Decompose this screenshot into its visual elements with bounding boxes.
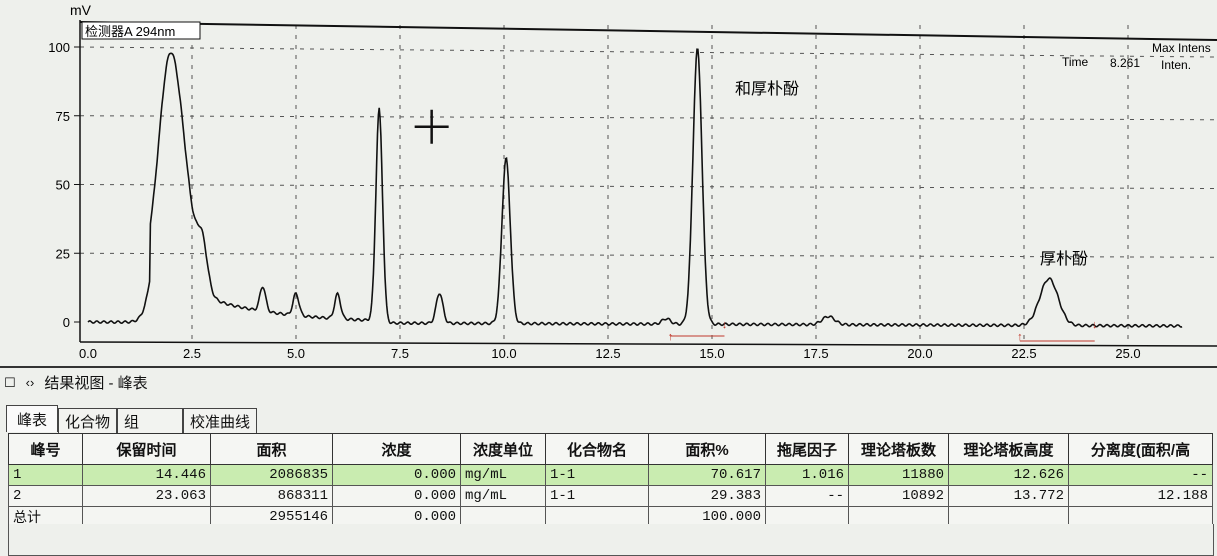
peak-label-honokiol: 厚朴酚 bbox=[1040, 250, 1088, 268]
table-cell: 23.063 bbox=[82, 485, 211, 507]
table-cell: 1-1 bbox=[545, 485, 649, 507]
table-cell: 0.000 bbox=[332, 485, 461, 507]
integration-mark: ↑ bbox=[1017, 331, 1023, 343]
table-cell: 100.000 bbox=[648, 506, 766, 528]
table-cell: 12.188 bbox=[1068, 485, 1213, 507]
table-cell: 0.000 bbox=[332, 506, 461, 528]
x-tick-label: 22.5 bbox=[1011, 346, 1036, 361]
column-header[interactable]: 分离度(面积/高 bbox=[1068, 433, 1213, 465]
tab-groups[interactable]: 组 bbox=[117, 408, 184, 433]
table-cell: 14.446 bbox=[82, 464, 211, 486]
window-icon[interactable]: ☐ bbox=[4, 374, 16, 390]
x-tick-label: 5.0 bbox=[287, 346, 305, 361]
y-tick-label: 75 bbox=[56, 109, 70, 124]
tab-calibration-curve[interactable]: 校准曲线 bbox=[183, 408, 258, 433]
table-row[interactable]: 1 14.446 2086835 0.000 mg/mL 1-1 70.617 1.016 11… bbox=[8, 464, 1213, 486]
x-tick-label: 12.5 bbox=[595, 346, 620, 361]
x-tick-label: 0.0 bbox=[79, 346, 97, 361]
table-row[interactable]: 2 23.063 868311 0.000 mg/mL 1-1 29.383 -- 10892 1… bbox=[8, 485, 1213, 507]
panel-divider bbox=[0, 366, 1217, 368]
x-axis bbox=[79, 341, 1217, 347]
plot-top-border bbox=[79, 21, 1217, 41]
x-tick-label: 10.0 bbox=[491, 346, 516, 361]
panel-title: 结果视图 - 峰表 bbox=[44, 375, 148, 392]
column-header[interactable]: 浓度 bbox=[332, 433, 461, 465]
y-tick-label: 100 bbox=[48, 40, 70, 55]
table-cell: mg/mL bbox=[460, 464, 546, 486]
x-tick-label: 17.5 bbox=[803, 346, 828, 361]
table-cell: 1 bbox=[8, 464, 83, 486]
table-cell: 11880 bbox=[848, 464, 949, 486]
x-tick-label: 15.0 bbox=[699, 346, 724, 361]
detector-label: 检测器A 294nm bbox=[85, 24, 175, 39]
gridline-h bbox=[79, 184, 1217, 189]
x-tick-label: 20.0 bbox=[907, 346, 932, 361]
y-tick-label: 0 bbox=[63, 315, 70, 330]
column-header[interactable]: 理论塔板高度 bbox=[948, 433, 1069, 465]
table-cell: 1.016 bbox=[765, 464, 849, 486]
table-empty-area bbox=[8, 524, 1214, 556]
table-cell: -- bbox=[1068, 464, 1213, 486]
column-header[interactable]: 面积 bbox=[210, 433, 333, 465]
table-cell: 13.772 bbox=[948, 485, 1069, 507]
crosshair-cursor bbox=[414, 109, 449, 144]
column-header[interactable]: 理论塔板数 bbox=[848, 433, 949, 465]
table-cell: 0.000 bbox=[332, 464, 461, 486]
max-intens-label: Max Intens bbox=[1152, 41, 1211, 55]
x-tick-label: 2.5 bbox=[183, 346, 201, 361]
table-cell: 70.617 bbox=[648, 464, 766, 486]
column-header[interactable]: 峰号 bbox=[8, 433, 83, 465]
column-header[interactable]: 化合物名 bbox=[545, 433, 649, 465]
column-header[interactable]: 浓度单位 bbox=[460, 433, 546, 465]
table-cell: -- bbox=[765, 485, 849, 507]
table-cell: 2 bbox=[8, 485, 83, 507]
table-cell: mg/mL bbox=[460, 485, 546, 507]
integration-mark: ↑ bbox=[668, 331, 674, 343]
table-cell: 2086835 bbox=[210, 464, 333, 486]
gridline-h bbox=[79, 115, 1217, 121]
integration-mark: ↓ bbox=[1092, 319, 1098, 331]
tab-compounds[interactable]: 化合物 bbox=[58, 408, 118, 433]
table-cell: 2955146 bbox=[210, 506, 333, 528]
column-header[interactable]: 拖尾因子 bbox=[765, 433, 849, 465]
table-cell: 10892 bbox=[848, 485, 949, 507]
table-cell: 12.626 bbox=[948, 464, 1069, 486]
chromatogram-chart: mV 0 25 50 75 100 0.0 2.5 5.0 7.5 10.0 12.5 15.0 17.… bbox=[48, 2, 1217, 361]
inten-label: Inten. bbox=[1161, 58, 1191, 72]
result-view-header: ☐ ‹› 结果视图 - 峰表 bbox=[4, 372, 148, 393]
gridline-h bbox=[79, 46, 1217, 58]
grid bbox=[79, 25, 1217, 342]
code-toggle-icon[interactable]: ‹› bbox=[25, 375, 35, 390]
x-tick-label: 25.0 bbox=[1115, 346, 1140, 361]
integration-mark: ↓ bbox=[722, 319, 728, 331]
time-label: Time bbox=[1062, 55, 1089, 69]
y-unit-label: mV bbox=[70, 2, 92, 18]
y-tick-label: 25 bbox=[56, 246, 70, 261]
table-cell: 868311 bbox=[210, 485, 333, 507]
time-value: 8.261 bbox=[1110, 56, 1140, 70]
tab-peak-table[interactable]: 峰表 bbox=[6, 405, 59, 432]
column-header[interactable]: 保留时间 bbox=[82, 433, 211, 465]
table-cell: 1-1 bbox=[545, 464, 649, 486]
peak-table: 峰号 保留时间 面积 浓度 浓度单位 化合物名 面积% 拖尾因子 理论塔板数 理论塔板高度 分离度(… bbox=[8, 433, 1213, 528]
table-row[interactable]: 总计 2955146 0.000 100.000 bbox=[8, 506, 1213, 528]
x-tick-label: 7.5 bbox=[391, 346, 409, 361]
tab-bar: 峰表 化合物 组 校准曲线 bbox=[6, 405, 258, 433]
peak-label-honokiol-iso: 和厚朴酚 bbox=[735, 80, 799, 98]
chromatogram-trace bbox=[87, 48, 1183, 328]
table-cell: 29.383 bbox=[648, 485, 766, 507]
column-header[interactable]: 面积% bbox=[648, 433, 766, 465]
y-tick-label: 50 bbox=[56, 178, 70, 193]
